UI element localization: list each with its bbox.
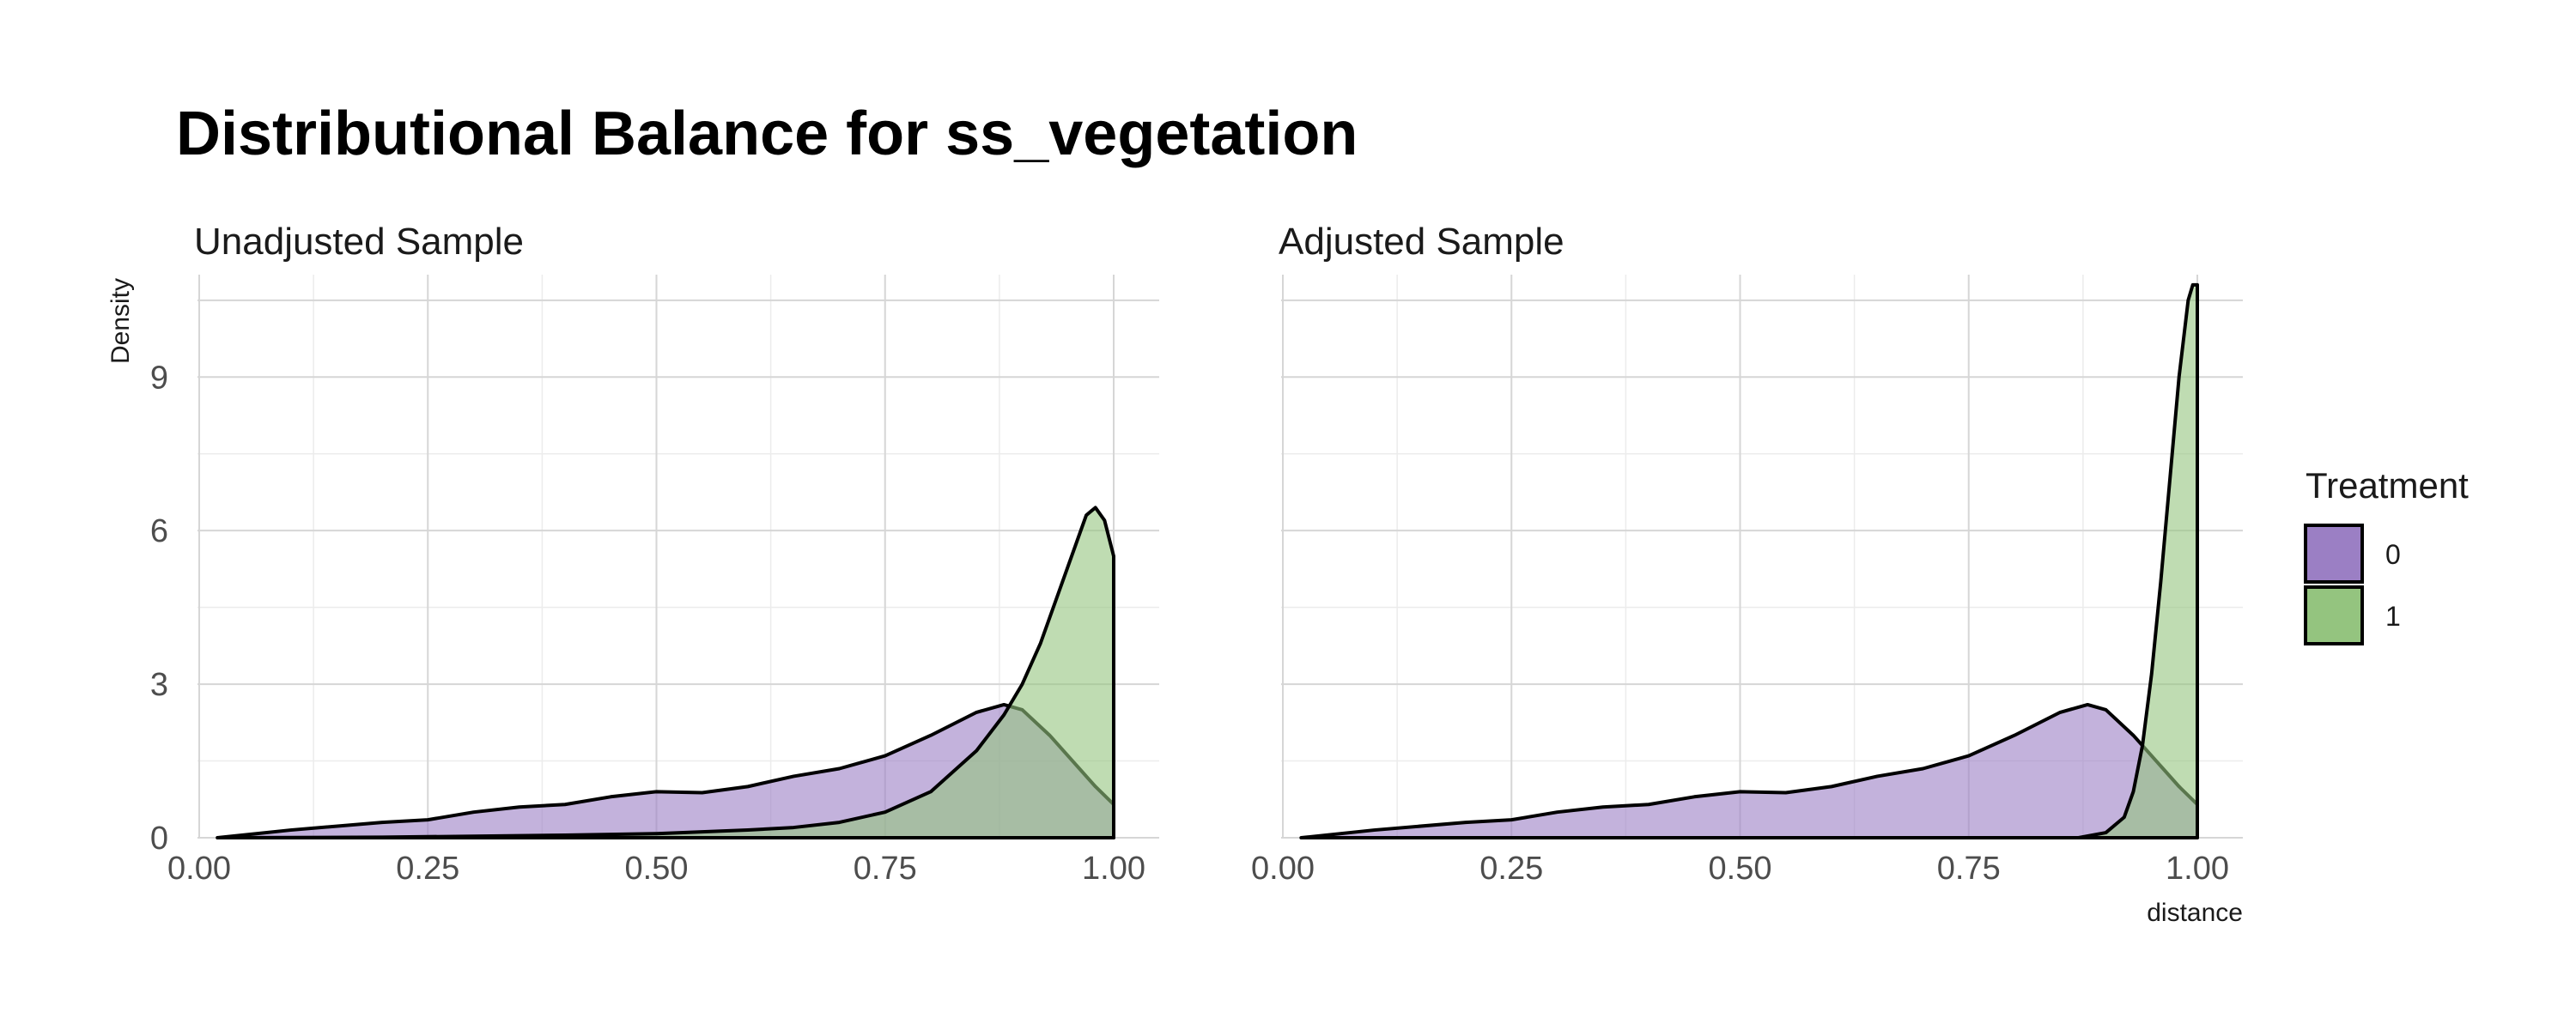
density-area-treatment-1 — [216, 506, 1115, 839]
x-tick-label: 0.50 — [1709, 851, 1772, 887]
y-tick-labels: 0 3 6 9 — [150, 360, 168, 857]
x-tick-label: 0.00 — [1251, 851, 1315, 887]
legend: Treatment 0 1 — [2304, 465, 2469, 645]
x-tick-label: 0.00 — [167, 851, 231, 887]
x-axis-title: distance — [2147, 899, 2243, 927]
legend-title: Treatment — [2306, 465, 2469, 506]
legend-label: 1 — [2385, 601, 2401, 632]
x-tick-label: 0.25 — [1479, 851, 1543, 887]
panel-adjusted: Adjusted Sample 0.00 0.25 0.50 0.75 1.00 — [1251, 221, 2243, 887]
density-area-treatment-1 — [2076, 282, 2199, 839]
density-areas — [1299, 282, 2199, 839]
x-tick-label: 1.00 — [1082, 851, 1145, 887]
x-tick-label: 0.50 — [625, 851, 689, 887]
legend-key-treatment-1 — [2304, 585, 2364, 645]
legend-key-treatment-0 — [2304, 524, 2364, 584]
y-tick-label: 6 — [150, 513, 168, 549]
x-tick-labels: 0.00 0.25 0.50 0.75 1.00 — [1251, 851, 2229, 887]
y-tick-label: 3 — [150, 667, 168, 703]
x-tick-label: 0.25 — [396, 851, 459, 887]
panel-title: Unadjusted Sample — [194, 221, 524, 263]
x-tick-label: 0.75 — [1937, 851, 2001, 887]
x-tick-label: 1.00 — [2166, 851, 2229, 887]
panel-unadjusted: Unadjusted Sample 0.00 0.25 0.50 0.75 1.00 0… — [150, 221, 1159, 887]
panel-title: Adjusted Sample — [1279, 221, 1564, 263]
y-tick-label: 9 — [150, 360, 168, 396]
x-tick-label: 0.75 — [854, 851, 917, 887]
chart-title: Distributional Balance for ss_vegetation — [176, 100, 1358, 168]
y-axis-title: Density — [106, 278, 135, 364]
x-tick-labels: 0.00 0.25 0.50 0.75 1.00 — [167, 851, 1145, 887]
y-tick-label: 0 — [150, 821, 168, 857]
legend-label: 0 — [2385, 539, 2401, 570]
density-area-treatment-0 — [1299, 702, 2199, 839]
density-areas — [216, 506, 1115, 839]
